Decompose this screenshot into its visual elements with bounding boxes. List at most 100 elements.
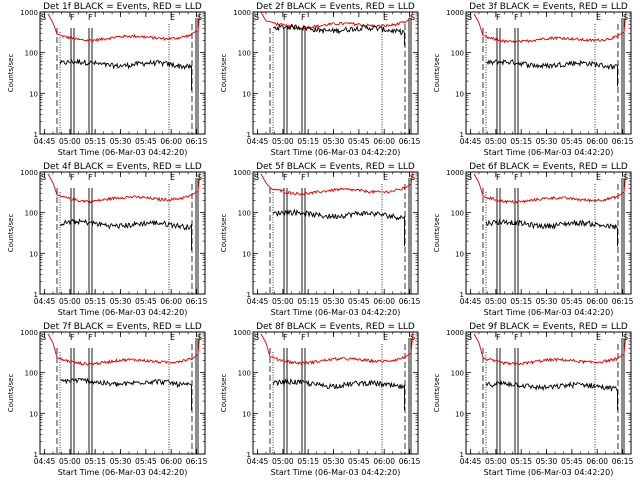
chart-title: Det 2f BLACK = Events, RED = LLD (256, 2, 415, 12)
marker-label: S (467, 333, 472, 342)
x-tick-label: 05:00 (272, 457, 294, 466)
lld-series-line (473, 171, 627, 204)
x-tick-label: 06:15 (612, 137, 634, 146)
marker-label: E (383, 13, 388, 22)
x-tick-label: 04:45 (460, 457, 482, 466)
x-tick-label: 04:45 (460, 137, 482, 146)
y-tick-label: 10 (29, 90, 38, 98)
x-tick-label: 05:45 (135, 457, 157, 466)
y-tick-label: 10 (455, 250, 464, 258)
marker-label: F (88, 13, 93, 22)
x-tick-label: 06:15 (399, 137, 421, 146)
marker-label: E (596, 13, 601, 22)
x-tick-label: 06:15 (612, 297, 634, 306)
marker-label: F (70, 13, 75, 22)
plot-frame (39, 11, 206, 135)
marker-label: S (254, 333, 259, 342)
marker-label: S (467, 13, 472, 22)
x-tick-label: 05:45 (135, 297, 157, 306)
x-tick-label: 05:15 (510, 137, 532, 146)
marker-label: F (70, 333, 75, 342)
marker-label: F (496, 173, 501, 182)
chart-title: Det 5f BLACK = Events, RED = LLD (256, 162, 415, 172)
chart-panel-3: Det 3f BLACK = Events, RED = LLD Start Ti… (433, 2, 634, 157)
marker-label: S (41, 13, 46, 22)
chart-panel-7: Det 7f BLACK = Events, RED = LLD Start Ti… (7, 322, 208, 477)
marker-label: E (383, 173, 388, 182)
x-tick-label: 05:45 (561, 297, 583, 306)
y-tick-label: 100 (451, 370, 464, 378)
x-axis-label: Start Time (06-Mar-03 04:42:20) (58, 148, 188, 157)
plot-frame (465, 171, 632, 295)
x-tick-label: 05:45 (348, 297, 370, 306)
chart-title: Det 4f BLACK = Events, RED = LLD (43, 162, 202, 172)
chart-panel-5: Det 5f BLACK = Events, RED = LLD Start Ti… (220, 162, 421, 317)
marker-label: F (283, 13, 288, 22)
marker-label: E (383, 333, 388, 342)
marker-label: F (88, 333, 93, 342)
marker-label: F (283, 173, 288, 182)
y-axis-label: Counts/sec (433, 374, 441, 413)
plot-frame (465, 11, 632, 135)
y-tick-label: 100 (451, 50, 464, 58)
y-axis-label: Counts/sec (220, 214, 228, 253)
plot-frame (39, 171, 206, 295)
y-tick-label: 1000 (20, 169, 38, 177)
x-tick-label: 06:00 (586, 457, 608, 466)
plot-frame (465, 331, 632, 455)
events-series-line (272, 208, 405, 247)
y-tick-label: 1 (247, 291, 251, 299)
x-tick-label: 05:30 (536, 137, 558, 146)
lld-series-line (473, 11, 627, 44)
x-tick-label: 05:00 (59, 457, 81, 466)
y-tick-label: 1000 (446, 329, 464, 337)
x-axis-label: Start Time (06-Mar-03 04:42:20) (484, 468, 614, 477)
y-axis-label: Counts/sec (7, 54, 15, 93)
x-tick-label: 05:30 (110, 297, 132, 306)
x-tick-label: 05:15 (297, 457, 319, 466)
events-series-line (485, 218, 618, 247)
y-tick-label: 1000 (446, 169, 464, 177)
x-tick-label: 04:45 (34, 457, 56, 466)
x-tick-label: 05:30 (536, 297, 558, 306)
marker-label: F (514, 173, 519, 182)
marker-label: F (301, 333, 306, 342)
events-series-line (486, 58, 618, 87)
y-axis-label: Counts/sec (7, 374, 15, 413)
lld-series-line (260, 171, 414, 196)
y-tick-label: 1000 (233, 329, 251, 337)
x-tick-label: 05:15 (84, 457, 106, 466)
y-tick-label: 100 (238, 210, 251, 218)
chart-panel-6: Det 6f BLACK = Events, RED = LLD Start Ti… (433, 162, 634, 317)
x-tick-label: 06:00 (160, 457, 182, 466)
x-tick-label: 05:45 (135, 137, 157, 146)
x-tick-label: 06:00 (373, 137, 395, 146)
chart-title: Det 7f BLACK = Events, RED = LLD (43, 322, 202, 332)
plot-frame (252, 331, 419, 455)
x-axis-label: Start Time (06-Mar-03 04:42:20) (58, 308, 188, 317)
plot-frame (252, 171, 419, 295)
y-tick-label: 10 (29, 410, 38, 418)
events-series-line (272, 378, 405, 411)
marker-label: F (301, 173, 306, 182)
x-tick-label: 05:30 (323, 297, 345, 306)
marker-label: F (514, 333, 519, 342)
y-tick-label: 1000 (446, 9, 464, 17)
y-tick-label: 1 (34, 131, 38, 139)
x-tick-label: 05:00 (272, 297, 294, 306)
x-tick-label: 06:15 (612, 457, 634, 466)
x-tick-label: 05:45 (348, 457, 370, 466)
x-tick-label: 04:45 (247, 457, 269, 466)
x-tick-label: 05:00 (59, 137, 81, 146)
chart-title: Det 6f BLACK = Events, RED = LLD (469, 162, 628, 172)
x-tick-label: 05:00 (59, 297, 81, 306)
y-tick-label: 10 (455, 90, 464, 98)
marker-label: S (41, 333, 46, 342)
x-axis-label: Start Time (06-Mar-03 04:42:20) (58, 468, 188, 477)
marker-label: E (170, 173, 175, 182)
marker-label: E (170, 13, 175, 22)
x-tick-label: 05:30 (323, 137, 345, 146)
chart-panel-9: Det 9f BLACK = Events, RED = LLD Start Ti… (433, 322, 634, 477)
y-tick-label: 1000 (233, 9, 251, 17)
chart-title: Det 1f BLACK = Events, RED = LLD (43, 2, 202, 12)
